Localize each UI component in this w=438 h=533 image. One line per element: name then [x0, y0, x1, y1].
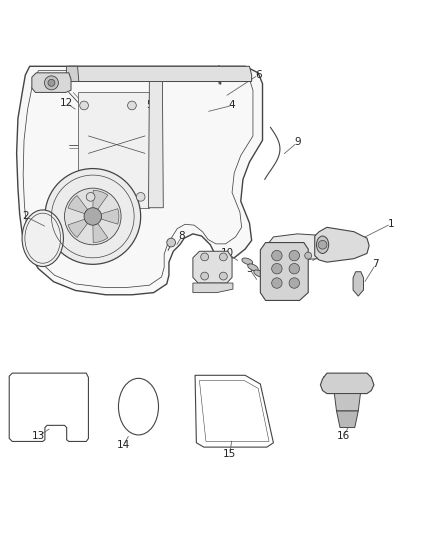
Polygon shape	[93, 223, 108, 243]
Ellipse shape	[254, 270, 264, 277]
Polygon shape	[193, 251, 232, 283]
Polygon shape	[66, 66, 79, 82]
Polygon shape	[67, 66, 252, 82]
Circle shape	[272, 251, 282, 261]
Circle shape	[45, 76, 58, 90]
Circle shape	[289, 251, 300, 261]
Text: 17: 17	[317, 248, 330, 259]
Circle shape	[86, 192, 95, 201]
Text: 3: 3	[246, 264, 253, 273]
Polygon shape	[321, 373, 374, 393]
Polygon shape	[315, 228, 369, 262]
Ellipse shape	[317, 236, 328, 254]
Polygon shape	[68, 219, 88, 237]
Circle shape	[80, 101, 88, 110]
Polygon shape	[101, 209, 119, 224]
Ellipse shape	[22, 210, 64, 266]
Polygon shape	[353, 272, 364, 296]
Polygon shape	[68, 196, 88, 214]
Circle shape	[201, 272, 208, 280]
Text: 2: 2	[22, 212, 28, 221]
Polygon shape	[32, 73, 71, 92]
Circle shape	[318, 240, 327, 249]
Circle shape	[64, 188, 121, 245]
Text: 7: 7	[372, 260, 379, 269]
Circle shape	[305, 252, 312, 259]
Polygon shape	[93, 190, 108, 209]
Polygon shape	[260, 243, 308, 301]
Circle shape	[45, 168, 141, 264]
Circle shape	[289, 263, 300, 274]
Circle shape	[219, 272, 227, 280]
Text: 14: 14	[117, 440, 130, 450]
Text: 4: 4	[229, 100, 235, 110]
Circle shape	[167, 238, 176, 247]
Circle shape	[219, 253, 227, 261]
Text: 9: 9	[294, 138, 300, 148]
Circle shape	[272, 278, 282, 288]
Polygon shape	[17, 66, 262, 295]
Text: 11: 11	[195, 266, 208, 277]
Polygon shape	[334, 393, 360, 411]
Polygon shape	[193, 283, 233, 293]
Polygon shape	[148, 82, 163, 208]
Text: 8: 8	[179, 231, 185, 241]
Circle shape	[127, 101, 136, 110]
Text: 5: 5	[146, 100, 153, 110]
Ellipse shape	[242, 258, 253, 264]
Circle shape	[48, 79, 55, 86]
Text: 10: 10	[221, 248, 234, 259]
Text: 15: 15	[223, 449, 237, 458]
Polygon shape	[336, 411, 358, 427]
Text: 12: 12	[60, 98, 73, 108]
Circle shape	[136, 192, 145, 201]
Text: 13: 13	[32, 431, 45, 441]
Polygon shape	[269, 234, 353, 260]
Polygon shape	[78, 92, 149, 208]
Circle shape	[289, 278, 300, 288]
Circle shape	[84, 208, 102, 225]
Text: 6: 6	[255, 70, 261, 80]
Ellipse shape	[247, 264, 258, 271]
Circle shape	[272, 263, 282, 274]
Text: 1: 1	[388, 219, 394, 229]
Circle shape	[201, 253, 208, 261]
Text: 16: 16	[336, 431, 350, 441]
